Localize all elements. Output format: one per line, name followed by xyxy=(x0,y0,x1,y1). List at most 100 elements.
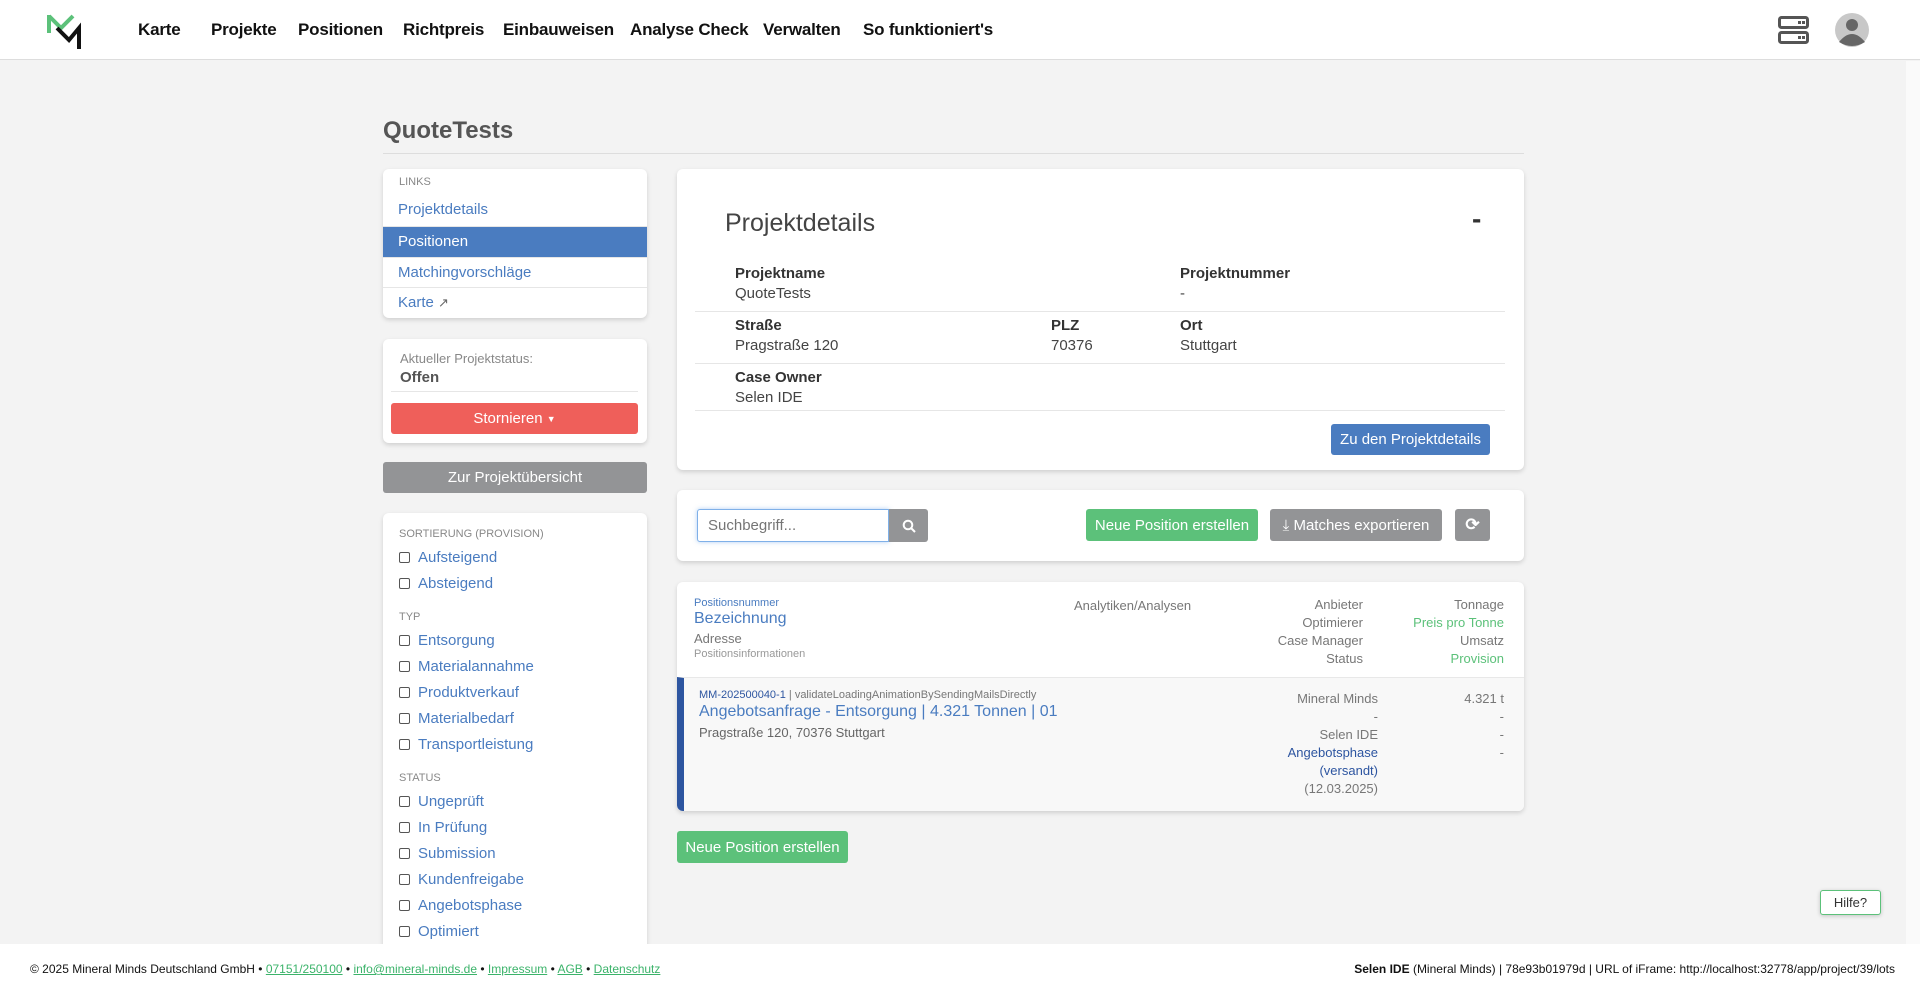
header-anbieter: Anbieter xyxy=(1314,597,1363,612)
row-optimierer: - xyxy=(1373,709,1378,724)
search-icon xyxy=(902,519,916,533)
ort-label: Ort xyxy=(1180,317,1203,334)
filter-option[interactable]: Submission xyxy=(399,845,496,862)
download-icon: ⤓ xyxy=(1282,516,1290,534)
row-provision: - xyxy=(1499,745,1504,760)
filter-option[interactable]: In Prüfung xyxy=(399,819,487,836)
checkbox[interactable] xyxy=(399,822,410,833)
filter-label: Ungeprüft xyxy=(418,793,484,810)
divider xyxy=(695,410,1505,411)
projektdetails-title: Projektdetails xyxy=(725,209,876,237)
matches-exportieren-button[interactable]: ⤓ Matches exportieren xyxy=(1270,509,1442,541)
row-col2: 4.321 t - - - xyxy=(1464,690,1504,762)
sidebar-item-matchingvorschlaege[interactable]: Matchingvorschläge xyxy=(383,257,647,288)
checkbox[interactable] xyxy=(399,661,410,672)
help-button[interactable]: Hilfe? xyxy=(1820,890,1881,915)
zu-den-projektdetails-button[interactable]: Zu den Projektdetails xyxy=(1331,424,1490,455)
agb-link[interactable]: AGB xyxy=(557,962,583,976)
header-status: Status xyxy=(1326,651,1363,666)
filter-option[interactable]: Transportleistung xyxy=(399,736,533,753)
datenschutz-link[interactable]: Datenschutz xyxy=(593,962,661,976)
header-bezeichnung: Bezeichnung xyxy=(694,610,787,627)
email-link[interactable]: info@mineral-minds.de xyxy=(353,962,478,976)
user-avatar-icon[interactable] xyxy=(1834,12,1870,48)
header-case-manager: Case Manager xyxy=(1277,633,1363,648)
nav-einbauweisen[interactable]: Einbauweisen xyxy=(503,20,614,39)
filter-label: In Prüfung xyxy=(418,819,488,836)
header-umsatz: Umsatz xyxy=(1459,633,1504,648)
search-input[interactable] xyxy=(697,509,889,542)
row-positionsnummer[interactable]: MM-202500040-1 xyxy=(699,689,786,701)
filter-option[interactable]: Angebotsphase xyxy=(399,897,522,914)
nav-positionen[interactable]: Positionen xyxy=(298,20,383,39)
filter-section-title: STATUS xyxy=(399,772,441,784)
page-title: QuoteTests xyxy=(383,117,514,144)
filter-option[interactable]: Entsorgung xyxy=(399,632,495,649)
stornieren-label: Stornieren xyxy=(473,410,543,427)
stornieren-button[interactable]: Stornieren ▼ xyxy=(391,403,638,434)
sidebar-item-projektdetails[interactable]: Projektdetails xyxy=(398,201,489,218)
checkbox[interactable] xyxy=(399,552,410,563)
filter-option[interactable]: Produktverkauf xyxy=(399,684,519,701)
checkbox[interactable] xyxy=(399,926,410,937)
checkbox[interactable] xyxy=(399,900,410,911)
nav-so-funktionierts[interactable]: So funktioniert's xyxy=(863,20,994,39)
header-positionsinformationen: Positionsinformationen xyxy=(694,648,806,660)
refresh-button[interactable]: ⟳ xyxy=(1455,509,1490,541)
nav-projekte[interactable]: Projekte xyxy=(211,20,277,39)
neue-position-button[interactable]: Neue Position erstellen xyxy=(1086,509,1258,541)
row-address: Pragstraße 120, 70376 Stuttgart xyxy=(699,725,885,740)
caret-down-icon: ▼ xyxy=(546,413,556,424)
filter-option[interactable]: Ungeprüft xyxy=(399,793,484,810)
checkbox[interactable] xyxy=(399,578,410,589)
filter-section-title: SORTIERUNG (PROVISION) xyxy=(399,528,544,540)
projektuebersicht-button[interactable]: Zur Projektübersicht xyxy=(383,462,647,493)
impressum-link[interactable]: Impressum xyxy=(487,962,548,976)
plz-label: PLZ xyxy=(1051,317,1080,334)
checkbox[interactable] xyxy=(399,713,410,724)
filter-option[interactable]: Optimiert xyxy=(399,923,479,940)
row-tonnage: 4.321 t xyxy=(1464,691,1504,706)
checkbox[interactable] xyxy=(399,687,410,698)
scrollbar[interactable] xyxy=(1906,61,1920,944)
collapse-button[interactable]: - xyxy=(1472,203,1482,234)
sidebar-item-positionen[interactable]: Positionen xyxy=(383,226,647,257)
row-status: Angebotsphase xyxy=(1287,745,1378,760)
projektname-label: Projektname xyxy=(735,265,826,282)
title-divider xyxy=(383,153,1524,154)
row-title[interactable]: Angebotsanfrage - Entsorgung | 4.321 Ton… xyxy=(699,703,1058,720)
divider xyxy=(695,311,1505,312)
filter-option[interactable]: Kundenfreigabe xyxy=(399,871,524,888)
filter-option[interactable]: Materialannahme xyxy=(399,658,534,675)
table-row[interactable]: MM-202500040-1 | validateLoadingAnimatio… xyxy=(677,677,1524,811)
projektdetails-card: Projektdetails - Projektname QuoteTests … xyxy=(677,169,1524,470)
sidebar-item-karte[interactable]: Karte ↗ xyxy=(383,287,647,318)
nav-richtpreis[interactable]: Richtpreis xyxy=(403,20,485,39)
filter-option[interactable]: Absteigend xyxy=(399,575,493,592)
header-provision: Provision xyxy=(1450,651,1504,666)
checkbox[interactable] xyxy=(399,635,410,646)
status-value: Offen xyxy=(400,369,440,386)
search-button[interactable] xyxy=(889,509,928,542)
nav-verwalten[interactable]: Verwalten xyxy=(763,20,841,39)
checkbox[interactable] xyxy=(399,848,410,859)
server-icon[interactable] xyxy=(1778,16,1809,44)
mineral-minds-logo[interactable] xyxy=(47,13,83,49)
neue-position-bottom-button[interactable]: Neue Position erstellen xyxy=(677,831,848,863)
checkbox[interactable] xyxy=(399,739,410,750)
footer-user: Selen IDE xyxy=(1354,962,1410,976)
nav-analyse-check[interactable]: Analyse Check xyxy=(630,20,749,39)
checkbox[interactable] xyxy=(399,796,410,807)
filter-card: SORTIERUNG (PROVISION) Aufsteigend Absteig… xyxy=(383,513,647,973)
status-label: Aktueller Projektstatus: xyxy=(400,351,533,366)
header-preis-pro-tonne: Preis pro Tonne xyxy=(1413,615,1504,630)
copyright: © 2025 Mineral Minds Deutschland GmbH xyxy=(30,962,255,976)
filter-label: Entsorgung xyxy=(418,632,495,649)
nav-karte[interactable]: Karte xyxy=(138,20,181,39)
filter-option[interactable]: Aufsteigend xyxy=(399,549,497,566)
filter-label: Aufsteigend xyxy=(418,549,498,566)
links-card: LINKS Projektdetails Positionen Matching… xyxy=(383,169,647,318)
phone-link[interactable]: 07151/250100 xyxy=(265,962,343,976)
checkbox[interactable] xyxy=(399,874,410,885)
filter-option[interactable]: Materialbedarf xyxy=(399,710,514,727)
